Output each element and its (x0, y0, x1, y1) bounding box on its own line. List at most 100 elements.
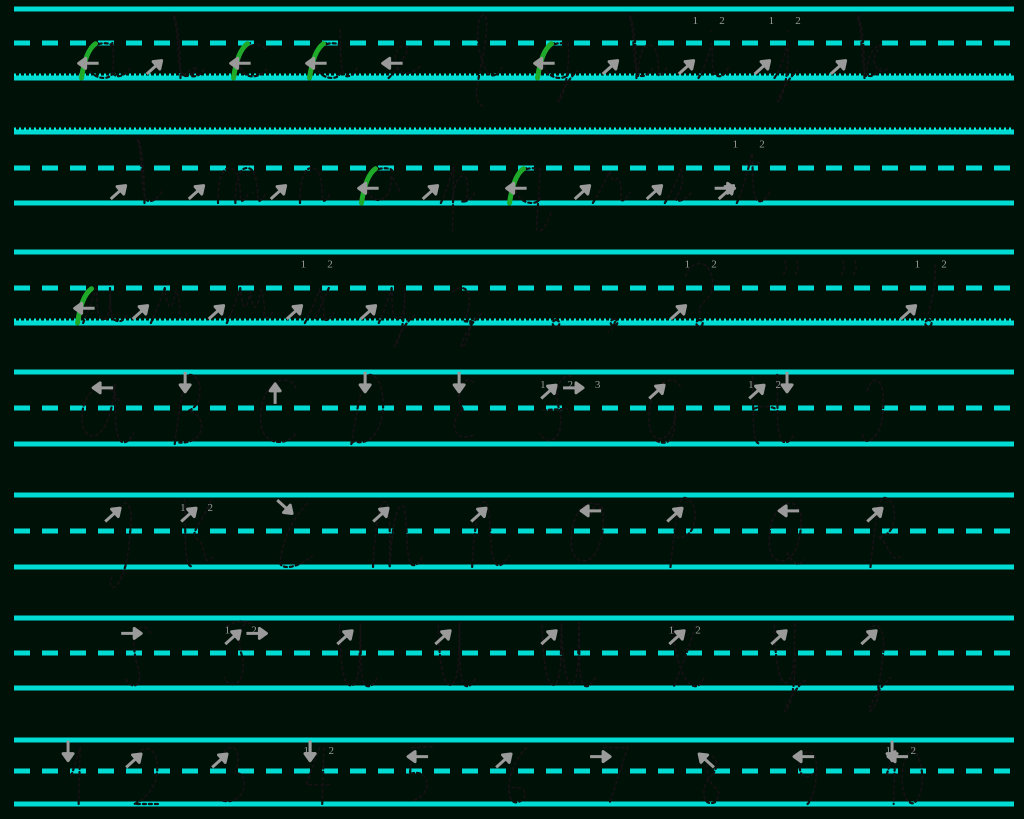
glyph-trace-inner (223, 622, 252, 686)
glyph-f[interactable] (475, 14, 503, 108)
glyph-W[interactable] (538, 621, 597, 688)
glyph-8[interactable] (696, 750, 720, 805)
glyph-N[interactable] (468, 500, 510, 569)
glyph-r[interactable] (571, 168, 631, 205)
glyph-U[interactable] (334, 622, 379, 688)
glyph-h[interactable] (599, 14, 668, 80)
glyph-e[interactable] (381, 44, 422, 80)
glyph-q[interactable] (505, 166, 553, 232)
glyph-d[interactable] (305, 28, 359, 81)
glyph-,[interactable] (606, 317, 619, 334)
stroke-direction-arrow (666, 506, 684, 523)
glyph-trace-outline (663, 169, 693, 205)
glyph-trace-inner (542, 42, 570, 79)
glyph-g[interactable] (533, 41, 582, 103)
stroke-direction-arrow (145, 59, 164, 76)
glyph-5[interactable] (406, 745, 434, 802)
glyph-trace-inner (768, 502, 802, 562)
glyph-O[interactable] (570, 502, 605, 562)
glyph-B[interactable] (173, 371, 203, 446)
glyph-v[interactable] (129, 286, 190, 325)
glyph-trace-inner (551, 319, 561, 328)
stroke-direction-arrow (268, 382, 282, 404)
arrow-glyph (207, 304, 226, 321)
stroke-direction-arrow (714, 181, 737, 195)
glyph-L[interactable] (274, 496, 314, 569)
arrow-glyph (381, 56, 403, 70)
glyph-2[interactable] (123, 747, 162, 806)
glyph-A[interactable] (81, 381, 135, 444)
glyph-J[interactable] (102, 502, 133, 589)
glyph-trace-inner (868, 676, 892, 712)
glyph-Z[interactable] (858, 624, 892, 713)
glyph-G[interactable] (646, 379, 682, 444)
glyph-Q[interactable] (768, 502, 806, 565)
glyph-m[interactable] (185, 166, 268, 205)
glyph-C[interactable] (259, 379, 299, 444)
glyph-Y[interactable] (768, 622, 809, 713)
arrow-glyph (563, 381, 585, 395)
arrow-glyph (73, 301, 95, 315)
glyph-9[interactable] (792, 750, 818, 806)
glyph-P[interactable] (664, 496, 697, 569)
glyph-“[interactable] (781, 259, 800, 276)
glyph-s[interactable] (643, 167, 693, 205)
glyph-3[interactable] (209, 746, 246, 803)
glyph-V[interactable] (432, 621, 477, 688)
glyph-trace-inner (773, 622, 796, 684)
glyph-1[interactable] (61, 740, 82, 806)
stroke-direction-arrow (285, 304, 304, 321)
glyph-trace-inner (259, 379, 298, 443)
arrow-glyph (357, 181, 379, 195)
glyph-a[interactable] (77, 41, 134, 81)
glyph-D[interactable] (350, 371, 385, 446)
glyph-c[interactable] (229, 41, 269, 81)
arrow-glyph (668, 629, 686, 646)
glyph-.[interactable] (551, 318, 561, 328)
arrow-glyph (899, 304, 918, 321)
glyph-z[interactable] (451, 286, 484, 349)
glyph-7[interactable] (590, 746, 629, 806)
glyph-l[interactable] (107, 137, 163, 205)
stroke-order-number: 2 (251, 624, 257, 636)
glyph-y[interactable] (357, 286, 418, 348)
glyph-w[interactable] (205, 286, 275, 325)
glyph-b[interactable] (143, 14, 207, 80)
glyph-S[interactable] (121, 626, 152, 687)
glyph-E[interactable] (452, 371, 477, 438)
glyph-p[interactable] (419, 165, 477, 233)
glyph-M[interactable] (370, 500, 424, 569)
stroke-direction-arrow (886, 750, 909, 764)
arrow-glyph (777, 504, 800, 518)
arrow-glyph (748, 383, 766, 400)
glyph-R[interactable] (864, 496, 901, 569)
arrow-glyph (601, 59, 620, 76)
glyph-o[interactable] (357, 166, 402, 206)
glyph-n[interactable] (267, 166, 332, 205)
glyph-F[interactable]: 1 2 3 (538, 375, 601, 442)
glyph-k[interactable] (827, 14, 890, 80)
glyph-6[interactable] (493, 746, 528, 804)
stroke-direction-arrow (131, 304, 150, 321)
glyph-trace-inner (673, 625, 697, 688)
stroke-direction-arrow (860, 629, 878, 646)
glyph-I[interactable] (861, 379, 885, 442)
glyph-u[interactable] (73, 286, 130, 326)
stroke-direction-arrow (187, 184, 206, 201)
stroke-direction-arrow (73, 301, 95, 315)
glyph-trace-inner (238, 44, 269, 78)
glyph-”[interactable] (839, 259, 858, 276)
